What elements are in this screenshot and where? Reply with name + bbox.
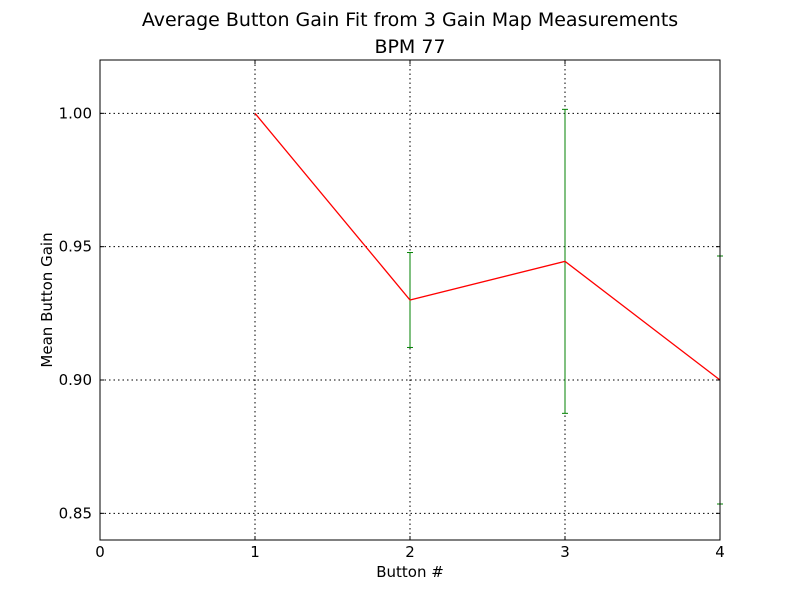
- y-tick-label: 0.85: [59, 504, 92, 522]
- series-line: [254, 112, 721, 381]
- y-tick-label: 1.00: [59, 104, 92, 122]
- series-lines: [254, 112, 721, 381]
- x-tick-label: 1: [250, 543, 260, 561]
- x-tick-label: 4: [715, 543, 725, 561]
- x-tick-label: 2: [405, 543, 415, 561]
- x-tick-label: 3: [560, 543, 570, 561]
- y-axis-label: Mean Button Gain: [38, 232, 56, 367]
- y-tick-label: 0.90: [59, 371, 92, 389]
- x-tick-label: 0: [95, 543, 105, 561]
- x-axis-ticks: 0 1 2 3 4: [95, 60, 725, 561]
- y-tick-label: 0.95: [59, 238, 92, 256]
- x-axis-label: Button #: [376, 563, 444, 581]
- y-axis-ticks: 0.85 0.90 0.95 1.00: [59, 104, 720, 522]
- chart-title: Average Button Gain Fit from 3 Gain Map …: [142, 9, 678, 31]
- chart-subtitle: BPM 77: [374, 36, 445, 58]
